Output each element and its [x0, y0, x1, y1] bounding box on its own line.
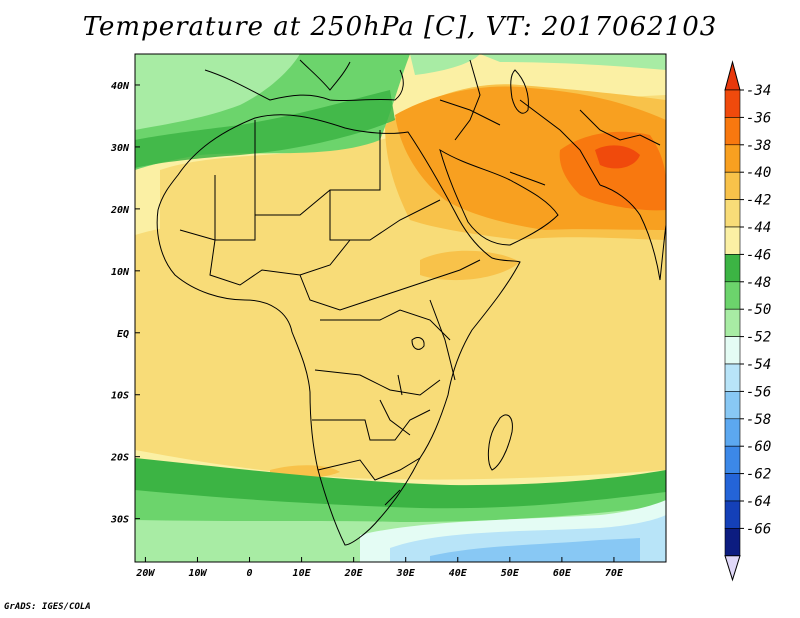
- colorbar-swatch: [724, 528, 741, 557]
- colorbar-label: -36: [746, 110, 771, 126]
- colorbar-label: -66: [746, 521, 771, 537]
- colorbar-swatch: [724, 171, 741, 200]
- x-tick-label: 20E: [344, 568, 364, 579]
- colorbar-swatch: [724, 391, 741, 420]
- x-tick-label: 20W: [135, 568, 155, 579]
- colorbar-swatch: [724, 89, 741, 118]
- axis-ticks: 20W 10W 0 10E 20E 30E 40E 50E 60E 70E 40N 30N 20N 10N…: [110, 81, 624, 579]
- y-tick-label: 10N: [111, 267, 130, 278]
- colorbar-label: -64: [746, 494, 771, 510]
- x-tick-label: 10E: [293, 568, 312, 579]
- y-tick-label: 20S: [110, 453, 129, 464]
- colorbar-bottom-arrow: [724, 555, 741, 582]
- colorbar-label: -52: [746, 330, 771, 346]
- colorbar-label: -50: [746, 302, 771, 318]
- x-tick-label: 50E: [501, 568, 520, 579]
- y-tick-label: 10S: [111, 391, 129, 402]
- colorbar-label: -56: [746, 384, 771, 400]
- map-title: Temperature at 250hPa [C], VT: 201706210…: [82, 12, 718, 42]
- colorbar-label: -44: [746, 220, 771, 236]
- y-tick-label: 30N: [110, 143, 130, 154]
- x-tick-label: 70E: [605, 568, 624, 579]
- colorbar-swatch: [724, 473, 741, 502]
- colorbar-label: -46: [746, 247, 771, 263]
- colorbar-swatch: [724, 117, 741, 146]
- colorbar-label: -48: [746, 275, 771, 291]
- colorbar-swatch: [724, 500, 741, 529]
- y-tick-label: 40N: [111, 81, 130, 92]
- y-tick-label: 20N: [110, 205, 130, 216]
- colorbar-swatch: [724, 199, 741, 228]
- x-tick-label: 30E: [396, 568, 416, 579]
- colorbar-swatch: [724, 445, 741, 474]
- colorbar-label: -54: [746, 357, 771, 373]
- colorbar-label: -60: [746, 439, 771, 455]
- colorbar-swatch: [724, 144, 741, 173]
- colorbar-label: -62: [746, 467, 771, 483]
- colorbar-swatch: [724, 418, 741, 447]
- x-tick-label: 10W: [188, 568, 207, 579]
- colorbar-label: -34: [746, 83, 771, 99]
- colorbar-swatch: [724, 308, 741, 337]
- colorbar-swatch: [724, 226, 741, 255]
- colorbar-swatch: [724, 254, 741, 283]
- colorbar-label: -40: [746, 165, 771, 181]
- colorbar-swatch: [724, 281, 741, 310]
- temperature-field: [135, 54, 666, 562]
- colorbar-label: -42: [746, 193, 771, 209]
- x-tick-label: 60E: [553, 568, 572, 579]
- x-tick-label: 0: [247, 568, 253, 579]
- colorbar: -34 -36 -38 -40 -42 -44 -46 -48 -50 -52 -54 -56 -58 -…: [724, 60, 771, 582]
- map-frame: [134, 53, 667, 563]
- colorbar-label: -58: [746, 412, 771, 428]
- colorbar-swatch: [724, 363, 741, 392]
- y-tick-label: 30S: [110, 515, 129, 526]
- colorbar-label: -38: [746, 138, 771, 154]
- x-tick-label: 40E: [449, 568, 468, 579]
- credit-text: GrADS: IGES/COLA: [4, 602, 91, 612]
- coastlines: [156, 59, 666, 546]
- colorbar-swatch: [724, 336, 741, 365]
- y-tick-label: EQ: [117, 329, 129, 340]
- colorbar-top-arrow: [724, 60, 741, 91]
